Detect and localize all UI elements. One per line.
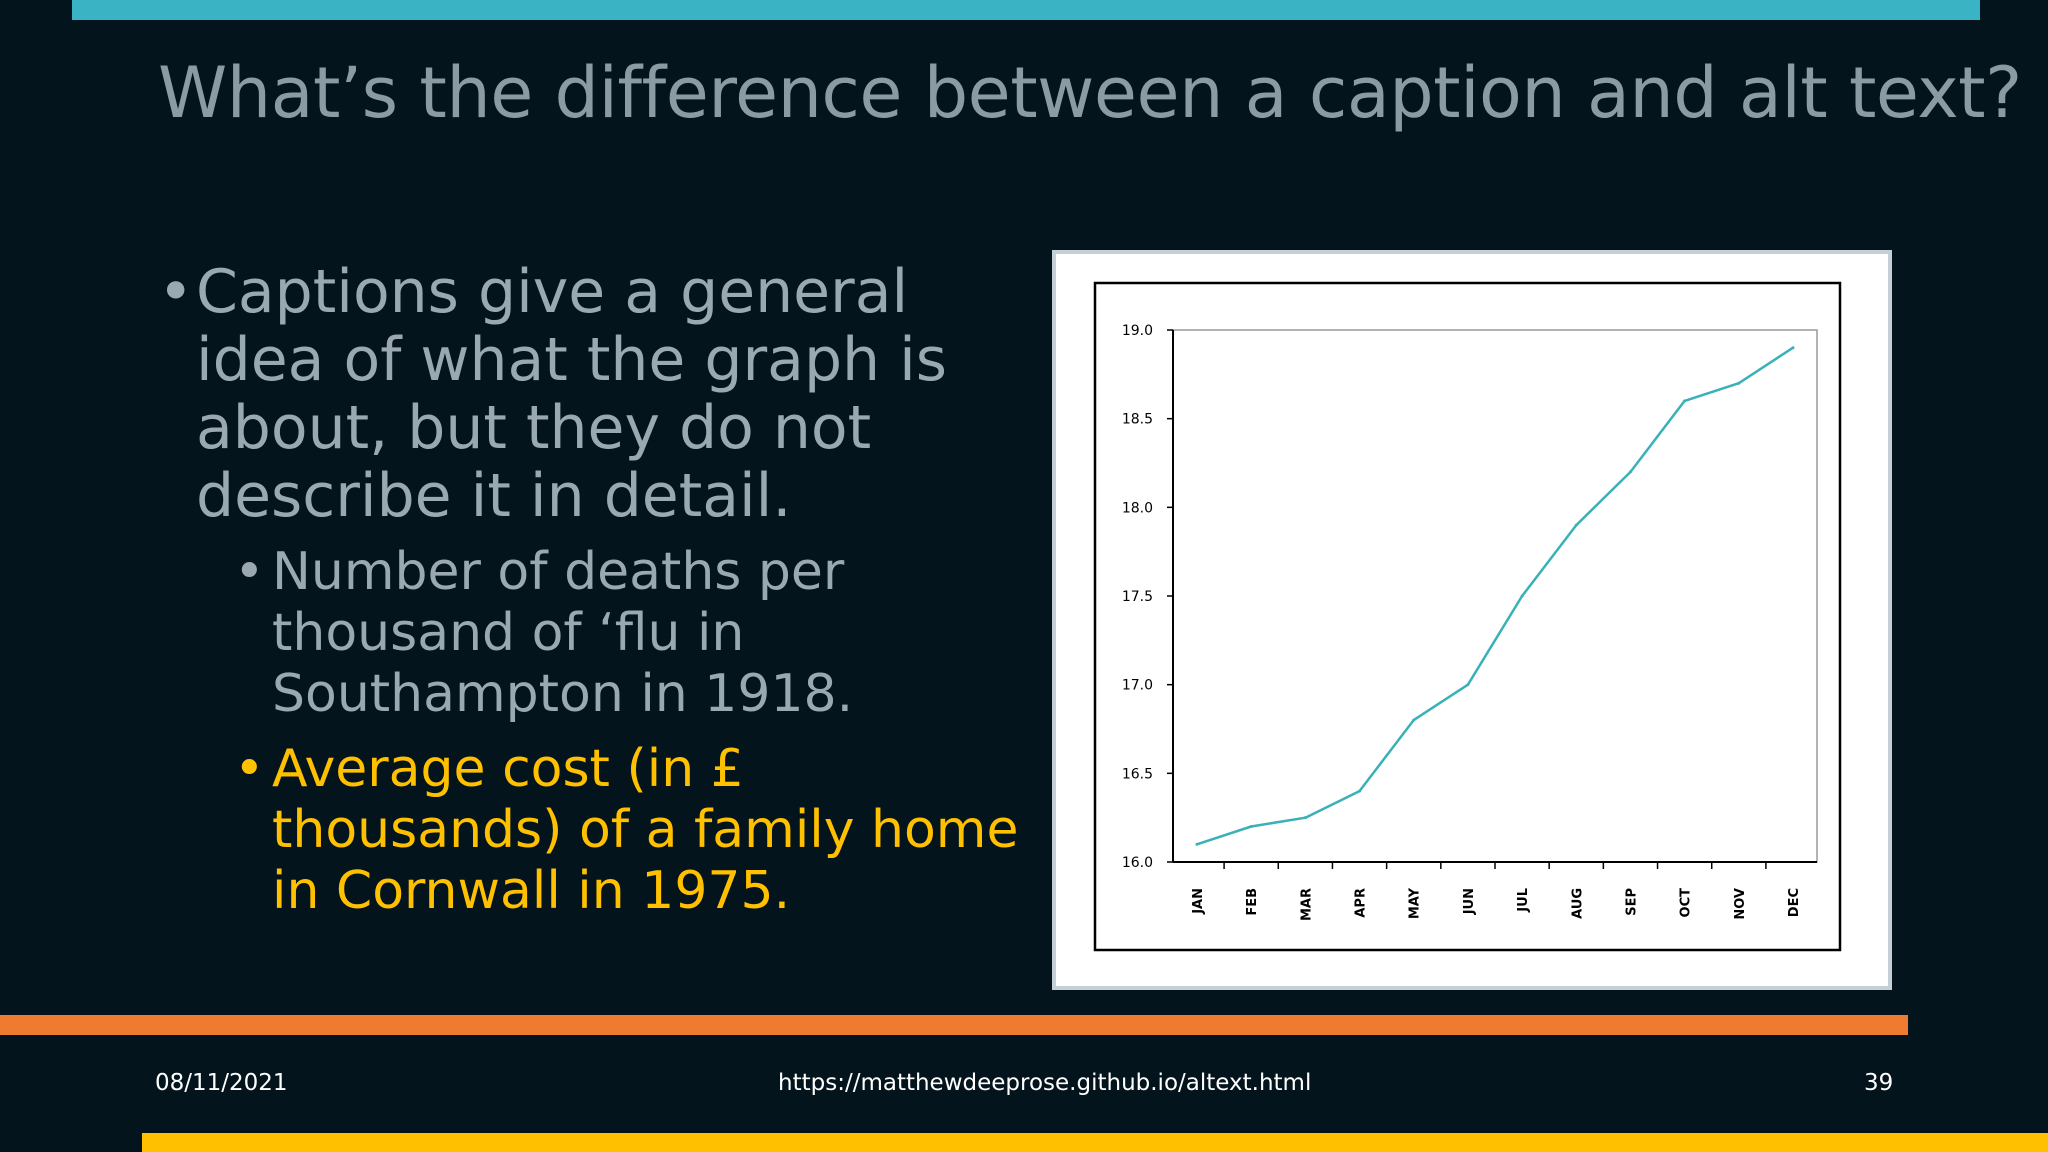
series-line <box>1196 346 1794 846</box>
x-tick-label: DEC <box>1787 888 1802 917</box>
bullet-caption-example-1: • Number of deaths per thousand of ‘flu … <box>234 542 1038 725</box>
bullet-list: • Captions give a general idea of what t… <box>158 258 1038 922</box>
x-tick-label: OCT <box>1679 888 1694 918</box>
bullet-dot: • <box>234 739 265 799</box>
data-point <box>1628 470 1632 474</box>
bullet-text: Average cost (in £ thousands) of a famil… <box>272 739 1019 921</box>
data-point <box>1303 816 1307 820</box>
data-point <box>1195 842 1199 846</box>
x-tick-label: SEP <box>1624 888 1639 916</box>
line-chart: 16.0 16.5 17.0 17.5 18.0 18.5 19.0 JAN FEB MAR AP… <box>1093 281 1842 952</box>
footer-url: https://matthewdeeprose.github.io/altext… <box>778 1070 1312 1096</box>
data-point <box>1574 523 1578 527</box>
x-tick-label: MAR <box>1299 888 1314 921</box>
data-point <box>1358 789 1362 793</box>
data-point <box>1466 683 1470 687</box>
bullet-text: Number of deaths per thousand of ‘flu in… <box>272 542 854 724</box>
bullet-captions: • Captions give a general idea of what t… <box>158 258 1038 530</box>
bullet-dot: • <box>158 257 194 327</box>
x-tick-label: APR <box>1354 888 1369 918</box>
y-tick-label: 18.5 <box>1122 412 1153 428</box>
x-axis: JAN FEB MAR APR MAY JUN JUL AUG SEP OCT NOV DEC <box>1173 861 1817 921</box>
x-tick-label: JUL <box>1516 888 1531 913</box>
bottom-accent-bar <box>142 1133 2048 1152</box>
bullet-dot: • <box>234 542 265 602</box>
data-point <box>1683 399 1687 403</box>
slide-title: What’s the difference between a caption … <box>158 52 2022 134</box>
y-tick-label: 17.0 <box>1122 678 1153 694</box>
plot-area <box>1172 329 1818 863</box>
y-tick-label: 19.0 <box>1122 323 1153 339</box>
orange-divider-bar <box>0 1015 1908 1035</box>
bullet-caption-example-2: • Average cost (in £ thousands) of a fam… <box>234 739 1038 922</box>
x-tick-label: NOV <box>1733 888 1748 920</box>
series-group <box>1195 346 1795 846</box>
top-accent-bar <box>72 0 1980 20</box>
bullet-text: Captions give a general idea of what the… <box>196 257 948 531</box>
data-point <box>1737 381 1741 385</box>
x-tick-label: JUN <box>1462 888 1477 915</box>
x-tick-label: AUG <box>1570 888 1585 919</box>
y-tick-label: 16.0 <box>1122 855 1153 871</box>
x-tick-label: MAY <box>1408 887 1423 919</box>
y-tick-label: 16.5 <box>1122 766 1153 782</box>
data-point <box>1249 825 1253 829</box>
y-tick-label: 18.0 <box>1122 500 1153 516</box>
footer-page-number: 39 <box>1864 1070 1894 1096</box>
line-chart-frame: 16.0 16.5 17.0 17.5 18.0 18.5 19.0 JAN FEB MAR AP… <box>1052 250 1892 990</box>
x-tick-label: FEB <box>1245 888 1260 916</box>
x-tick-label: JAN <box>1191 888 1206 915</box>
footer-date: 08/11/2021 <box>155 1070 288 1096</box>
y-tick-label: 17.5 <box>1122 589 1153 605</box>
data-point <box>1791 346 1795 350</box>
y-axis: 16.0 16.5 17.0 17.5 18.0 18.5 19.0 <box>1122 323 1174 871</box>
data-point <box>1412 718 1416 722</box>
data-point <box>1520 594 1524 598</box>
